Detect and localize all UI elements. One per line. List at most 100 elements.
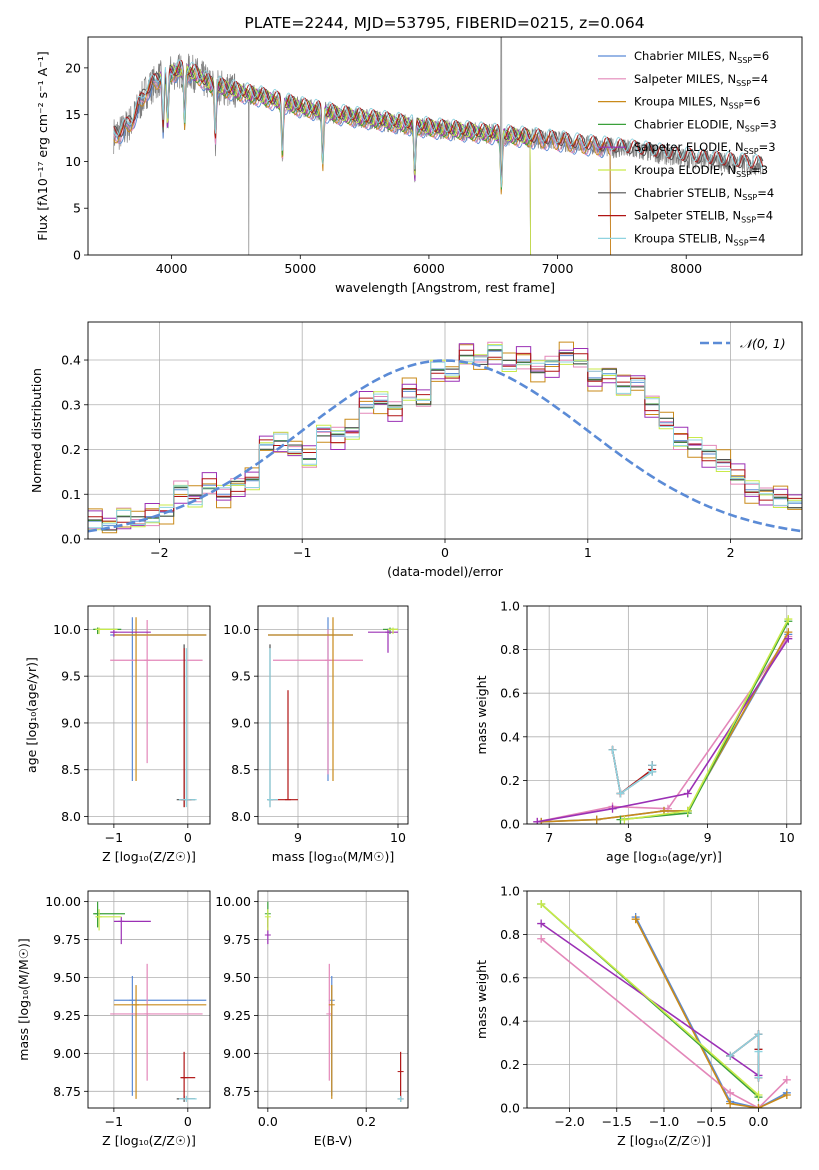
weight-vs-age-panel: 7 8 9 10 0.0 0.2 0.4 0.6 0.8 1.0 age [log₁₀(age/yr…: [474, 599, 802, 864]
data-point: [537, 900, 546, 909]
data-point: [726, 1088, 735, 1097]
legend-entry: Kroupa ELODIE, NSSP=3: [634, 163, 768, 179]
y-axis-label: age [log₁₀(age/yr)]: [24, 657, 39, 773]
y-tick-label: 0.1: [61, 487, 81, 502]
normal-distribution-curve: [88, 359, 802, 533]
series-line: [729, 1032, 760, 1078]
y-tick-label: 0.4: [500, 729, 520, 744]
x-tick-label: 10: [779, 830, 795, 845]
y-tick-label: 0.2: [500, 773, 520, 788]
axes-frame: [87, 36, 803, 256]
legend-entry: Kroupa MILES, NSSP=6: [634, 95, 760, 111]
legend-entry: Salpeter MILES, NSSP=4: [634, 72, 768, 88]
x-axis-label: Z [log₁₀(Z/Z☉)]: [617, 1133, 711, 1148]
data-point: [608, 804, 617, 813]
x-tick-label: 10: [390, 830, 406, 845]
series-line: [611, 749, 653, 795]
data-point: [537, 919, 546, 928]
x-axis-label: mass [log₁₀(M/M☉)]: [272, 849, 394, 864]
series-line: [537, 638, 789, 823]
x-axis-label: E(B-V): [314, 1133, 353, 1148]
histogram-step-line: [88, 345, 802, 529]
x-axis-label: (data-model)/error: [387, 564, 504, 579]
data-point: [782, 1090, 791, 1099]
x-tick-label: −1.0: [649, 1114, 679, 1129]
x-tick-label: 0.0: [258, 1114, 278, 1129]
y-tick-label: 9.75: [223, 932, 251, 947]
y-tick-label: 0.0: [61, 532, 81, 547]
y-axis-label: Flux [fλ10⁻¹⁷ erg cm⁻² s⁻¹ A⁻¹]: [35, 51, 50, 240]
y-tick-label: 20: [65, 60, 81, 75]
y-tick-label: 0.8: [500, 642, 520, 657]
y-tick-label: 0.3: [61, 397, 81, 412]
x-tick-label: 0.2: [356, 1114, 376, 1129]
data-point: [533, 817, 542, 824]
y-tick-label: 0.8: [500, 927, 520, 942]
legend-entry: Kroupa STELIB, NSSP=4: [634, 231, 765, 247]
data-point: [754, 1030, 763, 1039]
y-tick-label: 10: [65, 154, 81, 169]
axes-frame: [87, 890, 211, 1109]
data-point: [754, 1047, 763, 1056]
x-tick-label: 4000: [156, 261, 188, 276]
x-tick-label: 0: [184, 830, 192, 845]
x-tick-label: 8: [624, 830, 632, 845]
data-point: [616, 789, 625, 798]
axes-frame: [87, 605, 211, 825]
legend-entry: Chabrier MILES, NSSP=6: [634, 49, 769, 65]
series-line: [729, 1032, 760, 1078]
legend-entry: Salpeter STELIB, NSSP=4: [634, 209, 773, 225]
mass-vs-metallicity-panel: −1 0 8.75 9.00 9.25 9.50 9.75 10.00 Z [log₁₀(Z/Z…: [16, 890, 211, 1148]
y-tick-label: 9.50: [223, 970, 251, 985]
figure-title: PLATE=2244, MJD=53795, FIBERID=0215, z=0…: [244, 14, 644, 32]
y-tick-label: 10.00: [215, 894, 251, 909]
x-tick-label: 0.0: [749, 1114, 769, 1129]
y-tick-label: 0.4: [61, 353, 81, 368]
x-axis-label: Z [log₁₀(Z/Z☉)]: [102, 849, 196, 864]
y-tick-label: 15: [65, 107, 81, 122]
model-spectrum-line: [113, 67, 612, 255]
y-tick-label: 9.5: [61, 669, 81, 684]
data-point: [784, 634, 793, 643]
data-point: [726, 1051, 735, 1060]
residual-histogram-panel: −2 −1 0 1 2 0.0 0.1 0.2 0.3 0.4 (data-model)/error…: [29, 321, 803, 579]
y-tick-label: 5: [73, 201, 81, 216]
x-tick-label: −1: [293, 545, 311, 560]
y-tick-label: 8.0: [61, 809, 81, 824]
axes-frame: [257, 890, 409, 1109]
model-spectrum-line: [158, 65, 532, 255]
model-spectrum-line: [113, 59, 764, 188]
x-axis-label: Z [log₁₀(Z/Z☉)]: [102, 1133, 196, 1148]
y-tick-label: 9.0: [61, 715, 81, 730]
y-tick-label: 9.0: [231, 715, 251, 730]
data-point: [683, 806, 692, 815]
y-tick-label: 8.5: [231, 762, 251, 777]
series-line: [541, 631, 789, 823]
x-tick-label: 7000: [542, 261, 574, 276]
y-tick-label: 0.4: [500, 1014, 520, 1029]
x-tick-label: 5000: [284, 261, 316, 276]
data-point: [782, 1075, 791, 1084]
y-tick-label: 8.75: [223, 1084, 251, 1099]
x-tick-label: 6000: [413, 261, 445, 276]
data-point: [754, 1104, 763, 1108]
y-tick-label: 0.6: [500, 686, 520, 701]
y-tick-label: 9.5: [231, 669, 251, 684]
y-tick-label: 8.0: [231, 809, 251, 824]
legend-entry: Chabrier STELIB, NSSP=4: [634, 186, 774, 202]
y-tick-label: 10.0: [53, 622, 81, 637]
y-tick-label: 0.0: [500, 817, 520, 832]
x-tick-label: −0.5: [696, 1114, 726, 1129]
histogram-step-line: [88, 343, 802, 530]
x-tick-label: −1: [105, 830, 123, 845]
series-line: [540, 903, 760, 1096]
x-tick-label: 1: [584, 545, 592, 560]
data-point: [592, 815, 601, 824]
y-tick-label: 10.00: [45, 894, 81, 909]
x-axis-label: age [log₁₀(age/yr)]: [606, 849, 722, 864]
data-point: [754, 1090, 763, 1099]
mass-vs-ebv-panel: 0.0 0.2 8.75 9.00 9.25 9.50 9.75 10.00 E(B-V): [215, 890, 409, 1148]
y-axis-label: mass weight: [474, 675, 489, 754]
y-axis-label: mass [log₁₀(M/M☉)]: [16, 938, 31, 1060]
